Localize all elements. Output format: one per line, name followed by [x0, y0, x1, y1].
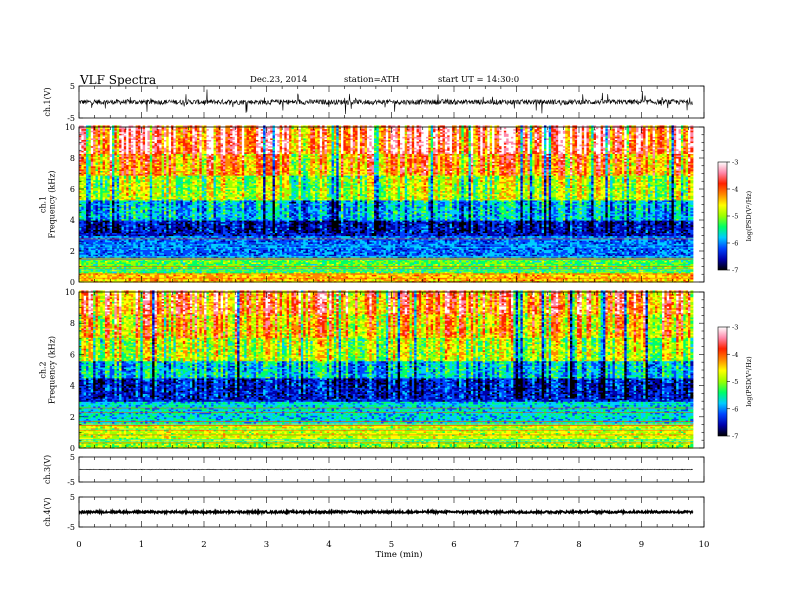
y-axis-label: ch.1(V) — [43, 87, 52, 116]
figure-start-time: start UT = 14:30:0 — [438, 75, 519, 85]
figure-station: station=ATH — [344, 75, 399, 85]
panels: 5 -5 ch.1(V) -3-4-5-6-7log(PSD(V²/Hz)024681… — [39, 82, 754, 532]
figure-title: VLF Spectra — [79, 73, 156, 87]
series-line-ch1 — [79, 90, 693, 115]
figure-date: Dec.23, 2014 — [250, 75, 307, 85]
y-tick-label: 5 — [70, 82, 75, 91]
panel-ch1: 5 -5 ch.1(V) — [43, 82, 704, 123]
y-tick-label: -5 — [67, 114, 75, 123]
